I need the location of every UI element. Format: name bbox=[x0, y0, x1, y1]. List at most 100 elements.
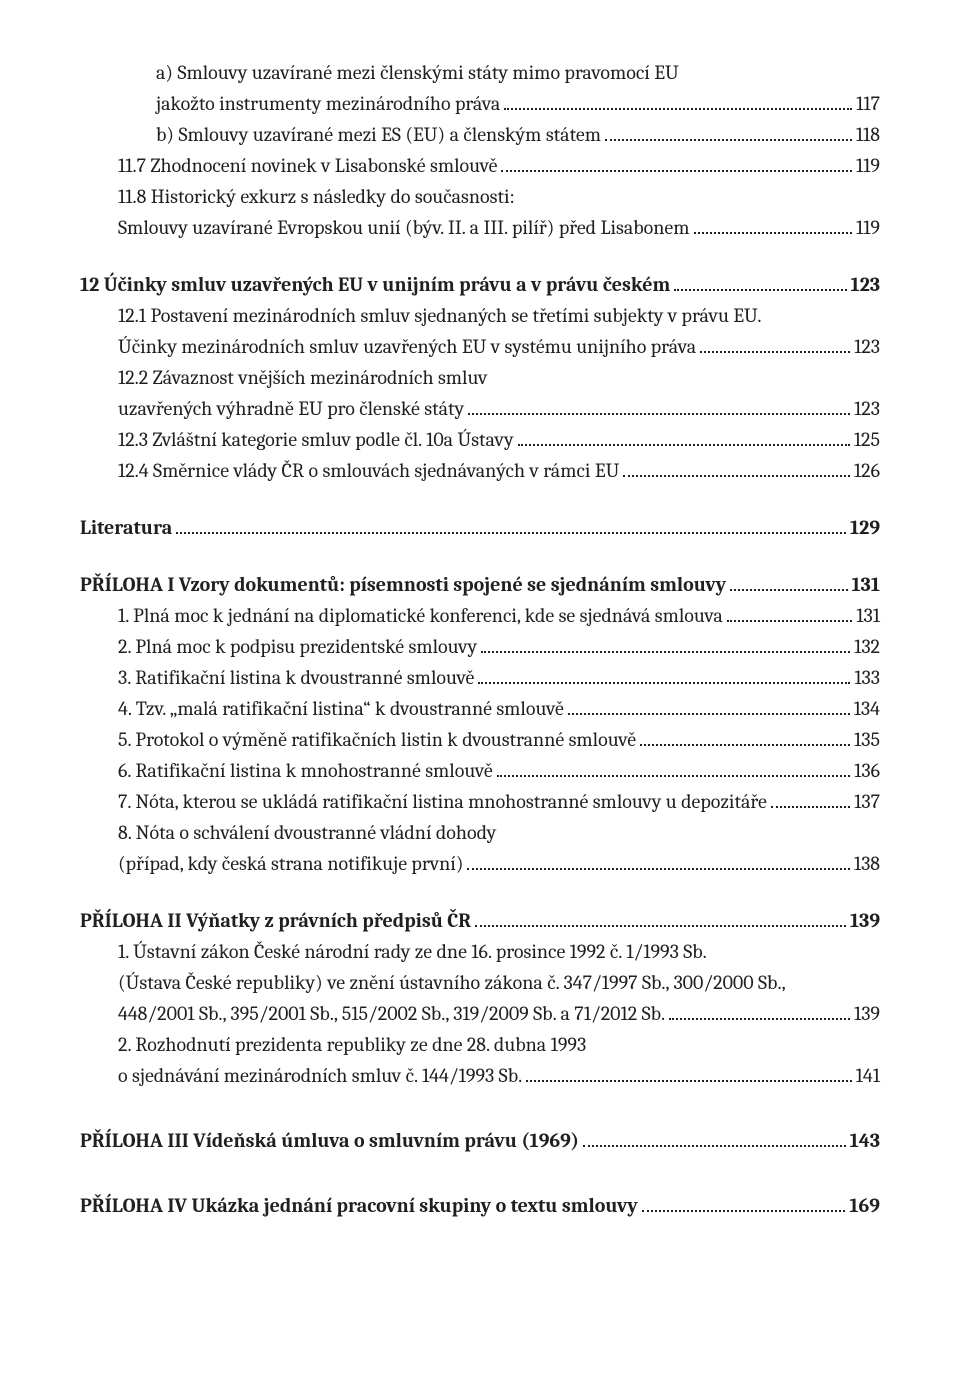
toc-label: 12 Účinky smluv uzavřených EU v unijním … bbox=[80, 270, 670, 299]
toc-item-12-4: 12.4 Směrnice vlády ČR o smlouvách sjedn… bbox=[80, 456, 880, 485]
toc-appendix-1-item-7: 7. Nóta, kterou se ukládá ratifikační li… bbox=[80, 787, 880, 816]
toc-label: 4. Tzv. „malá ratifikační listina“ k dvo… bbox=[118, 694, 564, 723]
toc-label: 5. Protokol o výměně ratifikačních listi… bbox=[118, 725, 636, 754]
toc-label: 448/2001 Sb., 395/2001 Sb., 515/2002 Sb.… bbox=[118, 999, 665, 1028]
toc-label: 12.4 Směrnice vlády ČR o smlouvách sjedn… bbox=[118, 456, 619, 485]
leader-dots bbox=[674, 272, 846, 291]
leader-dots bbox=[504, 91, 852, 110]
toc-label: jakožto instrumenty mezinárodního práva bbox=[156, 89, 500, 118]
page-number: 123 bbox=[854, 394, 880, 423]
leader-dots bbox=[176, 515, 846, 534]
leader-dots bbox=[568, 696, 850, 715]
page-number: 138 bbox=[854, 849, 880, 878]
toc-item-12-1-line1: 12.1 Postavení mezinárodních smluv sjedn… bbox=[80, 301, 880, 330]
toc-label: Smlouvy uzavírané Evropskou unií (býv. I… bbox=[118, 213, 690, 242]
leader-dots bbox=[501, 153, 852, 172]
leader-dots bbox=[642, 1193, 846, 1212]
toc-label: Literatura bbox=[80, 513, 172, 542]
leader-dots bbox=[518, 427, 850, 446]
page-number: 139 bbox=[854, 999, 880, 1028]
toc-literature: Literatura 129 bbox=[80, 513, 880, 542]
toc-appendix-2: PŘÍLOHA II Výňatky z právních předpisů Č… bbox=[80, 906, 880, 935]
toc-label: 12.3 Zvláštní kategorie smluv podle čl. … bbox=[118, 425, 514, 454]
toc-appendix-1-item-2: 2. Plná moc k podpisu prezidentské smlou… bbox=[80, 632, 880, 661]
page-number: 132 bbox=[854, 632, 880, 661]
toc-appendix-2-item-2-line2: o sjednávání mezinárodních smluv č. 144/… bbox=[80, 1061, 880, 1090]
page-number: 169 bbox=[849, 1191, 880, 1220]
page-number: 123 bbox=[854, 332, 880, 361]
toc-appendix-3: PŘÍLOHA III Vídeňská úmluva o smluvním p… bbox=[80, 1126, 880, 1155]
leader-dots bbox=[605, 122, 852, 141]
page-number: 141 bbox=[856, 1061, 880, 1090]
leader-dots bbox=[669, 1001, 850, 1020]
toc-appendix-1-item-6: 6. Ratifikační listina k mnohostranné sm… bbox=[80, 756, 880, 785]
leader-dots bbox=[468, 396, 850, 415]
page-number: 117 bbox=[856, 89, 880, 118]
toc-subitem-a-line2: jakožto instrumenty mezinárodního práva … bbox=[80, 89, 880, 118]
leader-dots bbox=[623, 458, 850, 477]
toc-item-12-1-line2: Účinky mezinárodních smluv uzavřených EU… bbox=[80, 332, 880, 361]
toc-appendix-2-item-2-line1: 2. Rozhodnutí prezidenta republiky ze dn… bbox=[80, 1030, 880, 1059]
toc-appendix-2-item-1-line2: (Ústava České republiky) ve znění ústavn… bbox=[80, 968, 880, 997]
toc-label: PŘÍLOHA III Vídeňská úmluva o smluvním p… bbox=[80, 1126, 579, 1155]
page-number: 134 bbox=[854, 694, 880, 723]
leader-dots bbox=[478, 665, 850, 684]
leader-dots bbox=[771, 789, 850, 808]
toc-item-11-8-line2: Smlouvy uzavírané Evropskou unií (býv. I… bbox=[80, 213, 880, 242]
leader-dots bbox=[526, 1063, 851, 1082]
toc-chapter-12: 12 Účinky smluv uzavřených EU v unijním … bbox=[80, 270, 880, 299]
leader-dots bbox=[481, 634, 850, 653]
page: a) Smlouvy uzavírané mezi členskými stát… bbox=[0, 0, 960, 1393]
page-number: 118 bbox=[856, 120, 880, 149]
toc-label: (případ, kdy česká strana notifikuje prv… bbox=[118, 849, 463, 878]
toc-appendix-1-item-8-line1: 8. Nóta o schválení dvoustranné vládní d… bbox=[80, 818, 880, 847]
toc-appendix-4: PŘÍLOHA IV Ukázka jednání pracovní skupi… bbox=[80, 1191, 880, 1220]
page-number: 119 bbox=[856, 213, 880, 242]
toc-appendix-1-item-3: 3. Ratifikační listina k dvoustranné sml… bbox=[80, 663, 880, 692]
leader-dots bbox=[640, 727, 850, 746]
leader-dots bbox=[694, 215, 852, 234]
toc-label: Účinky mezinárodních smluv uzavřených EU… bbox=[118, 332, 696, 361]
page-number: 126 bbox=[854, 456, 880, 485]
toc-item-12-3: 12.3 Zvláštní kategorie smluv podle čl. … bbox=[80, 425, 880, 454]
toc-appendix-2-item-1-line3: 448/2001 Sb., 395/2001 Sb., 515/2002 Sb.… bbox=[80, 999, 880, 1028]
toc-label: o sjednávání mezinárodních smluv č. 144/… bbox=[118, 1061, 522, 1090]
toc-label: 7. Nóta, kterou se ukládá ratifikační li… bbox=[118, 787, 767, 816]
page-number: 131 bbox=[852, 570, 880, 599]
page-number: 133 bbox=[854, 663, 880, 692]
leader-dots bbox=[583, 1128, 846, 1147]
toc-item-11-7: 11.7 Zhodnocení novinek v Lisabonské sml… bbox=[80, 151, 880, 180]
toc-appendix-1-item-1: 1. Plná moc k jednání na diplomatické ko… bbox=[80, 601, 880, 630]
leader-dots bbox=[727, 603, 853, 622]
leader-dots bbox=[497, 758, 850, 777]
toc-label: PŘÍLOHA II Výňatky z právních předpisů Č… bbox=[80, 906, 471, 935]
page-number: 143 bbox=[850, 1126, 880, 1155]
toc-label: b) Smlouvy uzavírané mezi ES (EU) a člen… bbox=[156, 120, 601, 149]
toc-label: PŘÍLOHA I Vzory dokumentů: písemnosti sp… bbox=[80, 570, 726, 599]
page-number: 123 bbox=[851, 270, 880, 299]
leader-dots bbox=[475, 908, 846, 927]
toc-item-11-8-line1: 11.8 Historický exkurz s následky do sou… bbox=[80, 182, 880, 211]
toc-label: 1. Plná moc k jednání na diplomatické ko… bbox=[118, 601, 723, 630]
page-number: 125 bbox=[854, 425, 880, 454]
toc-item-12-2-line2: uzavřených výhradně EU pro členské státy… bbox=[80, 394, 880, 423]
toc-appendix-1-item-4: 4. Tzv. „malá ratifikační listina“ k dvo… bbox=[80, 694, 880, 723]
toc-label: 11.7 Zhodnocení novinek v Lisabonské sml… bbox=[118, 151, 497, 180]
toc-appendix-1-item-5: 5. Protokol o výměně ratifikačních listi… bbox=[80, 725, 880, 754]
toc-label: uzavřených výhradně EU pro členské státy bbox=[118, 394, 464, 423]
page-number: 119 bbox=[856, 151, 880, 180]
toc-label: 3. Ratifikační listina k dvoustranné sml… bbox=[118, 663, 474, 692]
toc-appendix-1-item-8-line2: (případ, kdy česká strana notifikuje prv… bbox=[80, 849, 880, 878]
page-number: 129 bbox=[850, 513, 880, 542]
page-number: 135 bbox=[854, 725, 880, 754]
leader-dots bbox=[730, 572, 847, 591]
page-number: 137 bbox=[854, 787, 880, 816]
toc-subitem-b: b) Smlouvy uzavírané mezi ES (EU) a člen… bbox=[80, 120, 880, 149]
toc-appendix-1: PŘÍLOHA I Vzory dokumentů: písemnosti sp… bbox=[80, 570, 880, 599]
leader-dots bbox=[467, 851, 849, 870]
toc-label: PŘÍLOHA IV Ukázka jednání pracovní skupi… bbox=[80, 1191, 638, 1220]
page-number: 139 bbox=[850, 906, 880, 935]
toc-appendix-2-item-1-line1: 1. Ústavní zákon České národní rady ze d… bbox=[80, 937, 880, 966]
toc-label: 2. Plná moc k podpisu prezidentské smlou… bbox=[118, 632, 477, 661]
leader-dots bbox=[700, 334, 850, 353]
